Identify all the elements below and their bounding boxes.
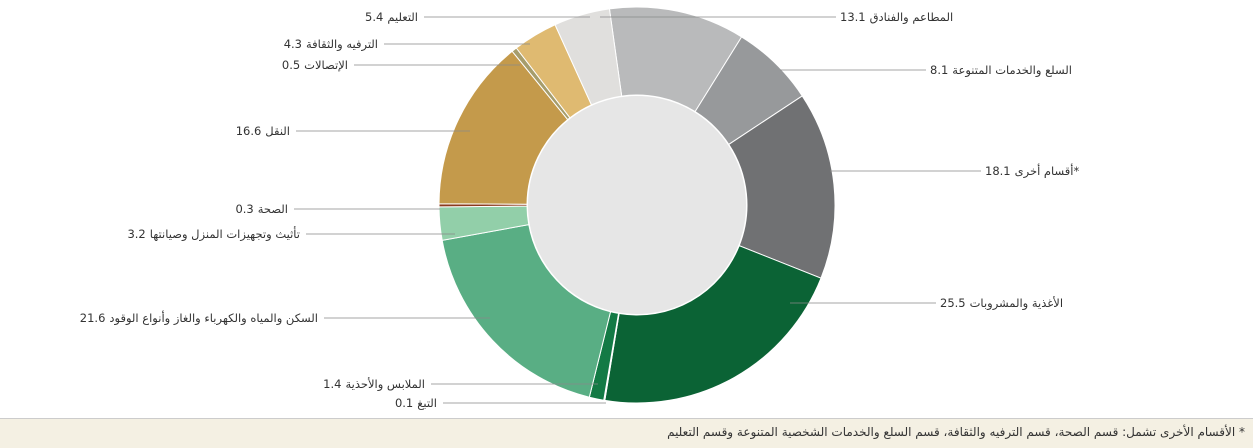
slice-label: النقل16.6	[236, 124, 290, 138]
category-name: التعليم	[387, 10, 418, 24]
value-label: 3.2	[127, 227, 146, 241]
slice-label: *أقسام أخرى18.1	[985, 164, 1079, 178]
slice-label: الصحة0.3	[235, 202, 288, 216]
value-label: 13.1	[840, 10, 866, 24]
value-label: 0.3	[235, 202, 254, 216]
value-label: 16.6	[235, 124, 262, 138]
donut-hole	[528, 96, 746, 314]
value-label: 18.1	[985, 164, 1011, 178]
category-name: الأغذية والمشروبات	[969, 296, 1064, 310]
slice-label: السكن والمياه والكهرباء والغاز وأنواع ال…	[80, 311, 318, 325]
value-label: 4.3	[283, 37, 302, 51]
slice-label: المطاعم والفنادق13.1	[840, 10, 953, 24]
value-label: 0.1	[394, 396, 414, 410]
category-name: الملابس والأحذية	[345, 377, 425, 391]
footnote: * الأقسام الأخرى تشمل: قسم الصحة، قسم ال…	[667, 425, 1245, 439]
slice-label: الأغذية والمشروبات25.5	[940, 296, 1063, 310]
category-name: السكن والمياه والكهرباء والغاز وأنواع ال…	[109, 311, 318, 325]
slice	[554, 8, 623, 106]
slice	[604, 245, 822, 404]
slice-label: الترفيه والثقافة4.3	[284, 37, 378, 51]
category-name: السلع والخدمات المتنوعة	[952, 63, 1072, 77]
slice-label: السلع والخدمات المتنوعة8.1	[930, 63, 1072, 77]
category-name: الترفيه والثقافة	[305, 37, 378, 51]
slice-label: تأثيث وتجهيزات المنزل وصيانتها3.2	[127, 227, 300, 241]
category-name: التبغ	[417, 396, 437, 410]
category-name: الصحة	[257, 202, 288, 216]
value-label: 0.5	[281, 58, 301, 72]
slice-label: التعليم5.4	[365, 10, 418, 24]
category-name: *أقسام أخرى	[1014, 164, 1080, 178]
value-label: 21.6	[79, 311, 106, 325]
chart	[294, 6, 981, 404]
value-label: 1.4	[323, 377, 342, 391]
category-name: تأثيث وتجهيزات المنزل وصيانتها	[149, 227, 300, 241]
value-label: 25.5	[940, 296, 966, 310]
value-label: 5.4	[365, 10, 384, 24]
slice-label: الملابس والأحذية1.4	[323, 377, 425, 391]
category-name: الإتصالات	[304, 58, 348, 72]
category-name: المطاعم والفنادق	[869, 10, 954, 24]
category-name: النقل	[265, 124, 290, 138]
slice-label: الإتصالات0.5	[282, 58, 348, 72]
slice-label: التبغ0.1	[395, 396, 437, 410]
value-label: 8.1	[930, 63, 949, 77]
slice	[441, 224, 612, 398]
footnote-bar: * الأقسام الأخرى تشمل: قسم الصحة، قسم ال…	[0, 418, 1253, 448]
